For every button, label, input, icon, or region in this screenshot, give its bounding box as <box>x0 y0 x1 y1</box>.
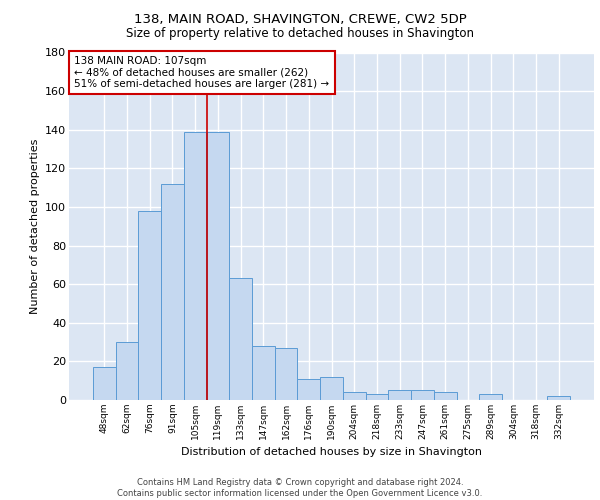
Y-axis label: Number of detached properties: Number of detached properties <box>29 138 40 314</box>
Text: 138 MAIN ROAD: 107sqm
← 48% of detached houses are smaller (262)
51% of semi-det: 138 MAIN ROAD: 107sqm ← 48% of detached … <box>74 56 329 89</box>
Bar <box>139 211 161 400</box>
Bar <box>479 394 502 400</box>
Bar <box>547 396 570 400</box>
Bar <box>93 367 116 400</box>
X-axis label: Distribution of detached houses by size in Shavington: Distribution of detached houses by size … <box>181 448 482 458</box>
Bar <box>184 132 206 400</box>
Bar <box>206 132 229 400</box>
Bar <box>320 377 343 400</box>
Text: 138, MAIN ROAD, SHAVINGTON, CREWE, CW2 5DP: 138, MAIN ROAD, SHAVINGTON, CREWE, CW2 5… <box>134 12 466 26</box>
Bar <box>365 394 388 400</box>
Text: Size of property relative to detached houses in Shavington: Size of property relative to detached ho… <box>126 28 474 40</box>
Bar <box>343 392 365 400</box>
Text: Contains HM Land Registry data © Crown copyright and database right 2024.
Contai: Contains HM Land Registry data © Crown c… <box>118 478 482 498</box>
Bar <box>229 278 252 400</box>
Bar <box>388 390 411 400</box>
Bar <box>411 390 434 400</box>
Bar <box>116 342 139 400</box>
Bar <box>298 379 320 400</box>
Bar <box>434 392 457 400</box>
Bar <box>161 184 184 400</box>
Bar <box>275 348 298 400</box>
Bar <box>252 346 275 400</box>
